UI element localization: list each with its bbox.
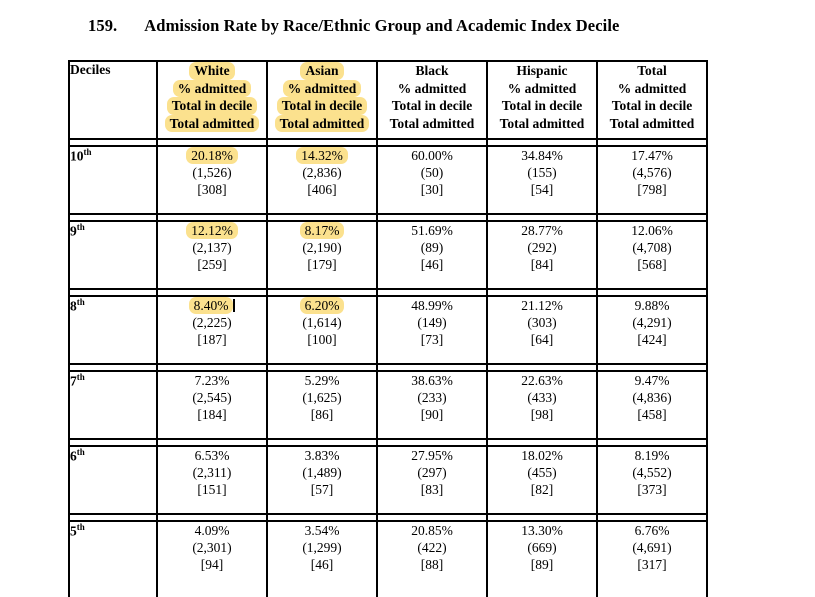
table-row-9th: 9th 12.12% (2,137) [259] 8.17% (2,190) [… [68, 220, 708, 290]
cell-hispanic-7th: 22.63% (433) [98] [486, 370, 598, 440]
header-asian-name: Asian [300, 63, 344, 80]
decile-label-10th: 10th [68, 145, 158, 215]
cell-total-10th: 17.47% (4,576) [798] [596, 145, 708, 215]
table-row-7th: 7th 7.23% (2,545) [184] 5.29% (1,625) [8… [68, 370, 708, 440]
cell-white-6th: 6.53% (2,311) [151] [156, 445, 268, 515]
cell-black-7th: 38.63% (233) [90] [376, 370, 488, 440]
header-row: Deciles White % admitted Total in decile… [68, 60, 708, 140]
cell-hispanic-5th: 13.30% (669) [89] [486, 520, 598, 597]
cell-black-10th: 60.00% (50) [30] [376, 145, 488, 215]
cell-hispanic-6th: 18.02% (455) [82] [486, 445, 598, 515]
table-row-8th: 8th 8.40% (2,225) [187] 6.20% (1,614) [1… [68, 295, 708, 365]
header-total: Total % admitted Total in decile Total a… [596, 60, 708, 140]
header-white-name: White [189, 63, 235, 80]
cell-black-9th: 51.69% (89) [46] [376, 220, 488, 290]
header-hispanic-name: Hispanic [516, 63, 568, 78]
decile-label-9th: 9th [68, 220, 158, 290]
cell-asian-6th: 3.83% (1,489) [57] [266, 445, 378, 515]
exhibit-number: 159. [88, 16, 118, 35]
decile-label-6th: 6th [68, 445, 158, 515]
row-gap [68, 364, 708, 371]
cell-total-6th: 8.19% (4,552) [373] [596, 445, 708, 515]
cell-total-9th: 12.06% (4,708) [568] [596, 220, 708, 290]
decile-label-8th: 8th [68, 295, 158, 365]
row-gap [68, 214, 708, 221]
row-gap [68, 289, 708, 296]
cell-asian-9th: 8.17% (2,190) [179] [266, 220, 378, 290]
cell-asian-8th: 6.20% (1,614) [100] [266, 295, 378, 365]
cell-black-6th: 27.95% (297) [83] [376, 445, 488, 515]
decile-label-5th: 5th [68, 520, 158, 597]
decile-label-7th: 7th [68, 370, 158, 440]
cell-total-5th: 6.76% (4,691) [317] [596, 520, 708, 597]
header-deciles: Deciles [68, 60, 158, 140]
cell-asian-7th: 5.29% (1,625) [86] [266, 370, 378, 440]
table-row-10th: 10th 20.18% (1,526) [308] 14.32% (2,836)… [68, 145, 708, 215]
row-gap [68, 439, 708, 446]
row-gap [68, 514, 708, 521]
cell-white-8th[interactable]: 8.40% (2,225) [187] [156, 295, 268, 365]
header-deciles-label: Deciles [70, 62, 111, 77]
cell-total-7th: 9.47% (4,836) [458] [596, 370, 708, 440]
cell-black-8th: 48.99% (149) [73] [376, 295, 488, 365]
exhibit-title-text: Admission Rate by Race/Ethnic Group and … [144, 16, 620, 35]
header-black: Black % admitted Total in decile Total a… [376, 60, 488, 140]
row-gap [68, 139, 708, 146]
header-total-name: Total [637, 63, 667, 78]
cell-hispanic-8th: 21.12% (303) [64] [486, 295, 598, 365]
table-row-5th: 5th 4.09% (2,301) [94] 3.54% (1,299) [46… [68, 520, 708, 597]
cell-hispanic-9th: 28.77% (292) [84] [486, 220, 598, 290]
text-cursor [233, 299, 236, 312]
header-white: White % admitted Total in decile Total a… [156, 60, 268, 140]
cell-white-5th: 4.09% (2,301) [94] [156, 520, 268, 597]
exhibit-title: 159. Admission Rate by Race/Ethnic Group… [88, 16, 815, 36]
header-asian: Asian % admitted Total in decile Total a… [266, 60, 378, 140]
cell-white-10th: 20.18% (1,526) [308] [156, 145, 268, 215]
cell-black-5th: 20.85% (422) [88] [376, 520, 488, 597]
cell-white-9th: 12.12% (2,137) [259] [156, 220, 268, 290]
cell-total-8th: 9.88% (4,291) [424] [596, 295, 708, 365]
admission-rate-table: Deciles White % admitted Total in decile… [68, 60, 708, 597]
header-black-name: Black [415, 63, 449, 78]
cell-hispanic-10th: 34.84% (155) [54] [486, 145, 598, 215]
table-row-6th: 6th 6.53% (2,311) [151] 3.83% (1,489) [5… [68, 445, 708, 515]
header-hispanic: Hispanic % admitted Total in decile Tota… [486, 60, 598, 140]
cell-asian-10th: 14.32% (2,836) [406] [266, 145, 378, 215]
cell-asian-5th: 3.54% (1,299) [46] [266, 520, 378, 597]
cell-white-7th: 7.23% (2,545) [184] [156, 370, 268, 440]
